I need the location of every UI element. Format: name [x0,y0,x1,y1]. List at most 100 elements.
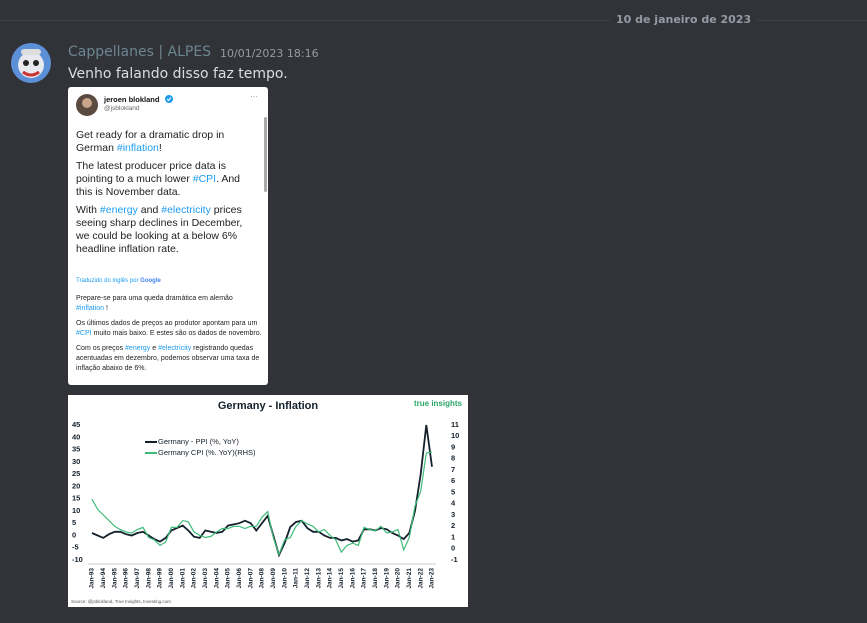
series-line [91,451,433,557]
text: With [76,204,100,216]
y2-tick-label: -1 [451,555,458,564]
x-tick-label: Jan-99 [157,568,164,589]
text: registrando quedas acentuadas em dezembr… [76,345,260,372]
x-tick-label: Jan-11 [293,568,300,589]
paragraph: Get ready for a dramatic drop in German … [76,129,256,155]
translator: Google [140,278,161,284]
x-tick-label: Jan-13 [315,568,322,589]
verified-badge [165,95,173,103]
y-tick-label: -10 [72,555,83,564]
text: Com os preços [76,345,126,352]
text: and [137,204,162,216]
y-tick-label: 15 [72,494,80,503]
x-tick-label: Jan-98 [145,568,152,589]
y2-tick-label: 3 [451,510,455,519]
divider [0,20,867,21]
x-tick-label: Jan-22 [417,568,424,589]
hashtag[interactable]: #CPI [192,173,217,185]
x-tick-label: Jan-21 [406,568,413,589]
y2-tick-label: 6 [451,476,455,485]
tweet-menu[interactable]: ··· [250,92,258,101]
message-text: Venho falando disso faz tempo. [68,66,288,82]
y-tick-label: 5 [72,518,76,527]
series-line [91,424,433,558]
hashtag[interactable]: #CPI [76,330,92,337]
x-tick-label: Jan-07 [247,568,254,589]
y2-tick-label: 11 [451,420,459,429]
hashtag[interactable]: #energy [125,345,151,352]
avatar[interactable] [11,43,51,83]
paragraph: With #energy and #electricity prices see… [76,204,256,256]
x-tick-label: Jan-08 [259,568,266,589]
text: e [150,345,159,352]
x-tick-label: Jan-97 [134,568,141,589]
x-tick-label: Jan-00 [168,568,175,589]
date-divider: 10 de janeiro de 2023 [610,13,758,26]
y-tick-label: 30 [72,457,80,466]
text: ! [104,305,108,312]
tweet-handle: @jsblokland [104,105,140,112]
y-tick-label: 45 [72,420,80,429]
text: Prepare-se para uma queda dramática em a… [76,295,233,302]
y2-tick-label: 2 [451,521,455,530]
text: Os últimos dados de preços ao produtor a… [76,320,258,327]
x-tick-label: Jan-06 [236,568,243,589]
x-tick-label: Jan-01 [179,568,186,589]
y2-tick-label: 7 [451,465,455,474]
x-tick-label: Jan-15 [338,568,345,589]
paragraph: Prepare-se para uma queda dramática em a… [76,294,262,314]
x-tick-label: Jan-04 [213,568,220,589]
x-tick-label: Jan-05 [225,568,232,589]
hashtag[interactable]: #energy [99,204,138,216]
x-tick-label: Jan-02 [191,568,198,589]
x-tick-label: Jan-14 [327,568,334,589]
hashtag[interactable]: #inflation [76,305,105,312]
x-tick-label: Jan-18 [372,568,379,589]
y-tick-label: 0 [72,530,76,539]
x-tick-label: Jan-20 [395,568,402,589]
x-tick-label: Jan-96 [123,568,130,589]
paragraph: The latest producer price data is pointi… [76,160,256,199]
hashtag[interactable]: #inflation [116,142,159,154]
tweet-name: jeroen blokland [104,95,160,104]
y-tick-label: -5 [72,543,79,552]
source: Source: @jsblokland, True Insights, Inve… [71,599,171,604]
y-tick-label: 25 [72,469,80,478]
x-tick-label: Jan-09 [270,568,277,589]
hashtag[interactable]: #electricity [161,204,211,216]
text: ! [158,142,162,154]
timestamp: 10/01/2023 18:16 [220,47,319,60]
text: Get ready for a dramatic drop in German [76,129,225,154]
y2-tick-label: 0 [451,544,455,553]
x-tick-label: Jan-16 [349,568,356,589]
hashtag[interactable]: #electricity [158,345,192,352]
x-tick-label: Jan-95 [111,568,118,589]
y-tick-label: 35 [72,445,80,454]
tweet-image[interactable]: jeroen blokland @jsblokland ··· Get read… [68,87,268,385]
text: . And this is November data. [76,173,241,198]
text: The latest producer price data is pointi… [76,160,226,185]
brand: true insights [414,399,463,408]
chart[interactable]: Germany - Inflation true insights Source: … [68,395,468,607]
x-tick-label: Jan-12 [304,568,311,589]
text: prices seeing sharp declines in December… [76,204,243,255]
x-tick-label: Jan-03 [202,568,209,589]
legend-label: Germany - PPI (%, YoY) [158,437,239,446]
x-tick-label: Jan-94 [100,568,107,589]
paragraph: Os últimos dados de preços ao produtor a… [76,319,262,339]
text: muito mais baixo. E estes são os dados d… [91,330,262,337]
y2-tick-label: 10 [451,431,459,440]
x-tick-label: Jan-23 [429,568,436,589]
y2-tick-label: 5 [451,487,455,496]
y-tick-label: 10 [72,506,80,515]
author[interactable]: Cappellanes | ALPES [68,44,212,60]
legend-label: Germany CPI (%. YoY)(RHS) [158,448,256,457]
y2-tick-label: 1 [451,532,455,541]
y2-tick-label: 9 [451,442,455,451]
x-tick-label: Jan-17 [361,568,368,589]
translation-note: Traduzido do inglês por Google [76,278,161,284]
tweet-body: Get ready for a dramatic drop in German … [76,129,256,261]
y2-tick-label: 8 [451,454,455,463]
y-tick-label: 40 [72,432,80,441]
